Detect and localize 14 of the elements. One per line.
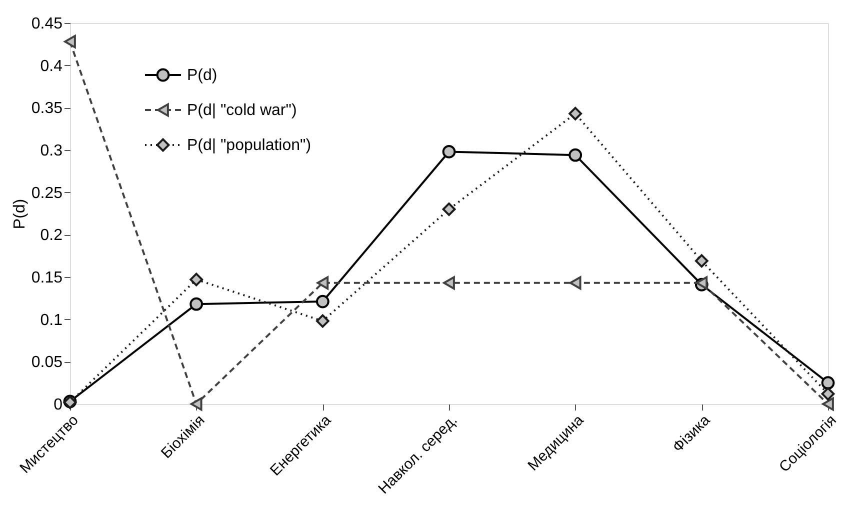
legend-label: P(d| "population") (187, 137, 312, 154)
y-tick-label: 0.1 (40, 312, 63, 329)
legend-label: P(d) (187, 67, 218, 84)
y-tick-label: 0 (54, 396, 63, 414)
y-tick-label: 0.45 (31, 16, 63, 32)
y-tick-label: 0.4 (40, 58, 63, 75)
y-tick-label: 0.35 (31, 100, 63, 118)
y-tick-label: 0.2 (40, 227, 63, 244)
y-tick-label: 0.3 (40, 142, 63, 160)
legend-label: P(d| "cold war") (187, 102, 297, 119)
y-tick-label: 0.05 (31, 354, 63, 372)
y-tick-label: 0.25 (31, 184, 63, 202)
y-axis-title: P(d) (11, 198, 28, 230)
y-tick-label: 0.15 (31, 270, 63, 286)
